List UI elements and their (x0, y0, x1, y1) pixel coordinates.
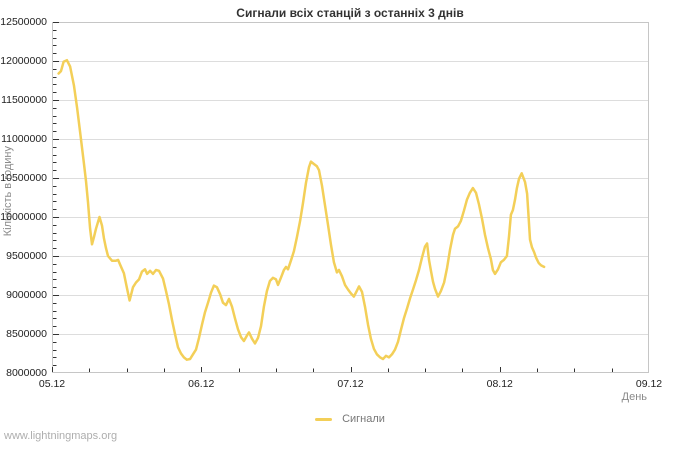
x-tick-label: 07.12 (337, 378, 364, 390)
x-tick-label: 08.12 (486, 378, 513, 390)
y-tick-label: 9000000 (6, 289, 47, 301)
watermark: www.lightningmaps.org (4, 430, 118, 442)
chart-title: Сигнали всіх станцій з останніх 3 днів (236, 6, 464, 20)
y-tick-label: 10000000 (0, 211, 47, 223)
x-tick-label: 06.12 (188, 378, 215, 390)
x-axis-title: День (621, 391, 647, 403)
y-tick-label: 12000000 (0, 55, 47, 67)
x-tick-label: 05.12 (38, 378, 66, 390)
legend-line-swatch (315, 417, 333, 421)
y-tick-label: 10500000 (0, 172, 47, 184)
x-tick-label: 09.12 (635, 378, 663, 390)
y-tick-label: 11500000 (1, 94, 47, 106)
legend-label: Сигнали (342, 413, 385, 425)
legend: Сигнали (0, 413, 700, 425)
y-tick-label: 11000000 (1, 133, 47, 145)
plot-area (52, 22, 649, 373)
y-tick-label: 8000000 (6, 367, 47, 379)
y-tick-label: 8500000 (6, 328, 47, 340)
y-tick-label: 12500000 (0, 16, 47, 28)
y-tick-label: 9500000 (6, 250, 47, 262)
